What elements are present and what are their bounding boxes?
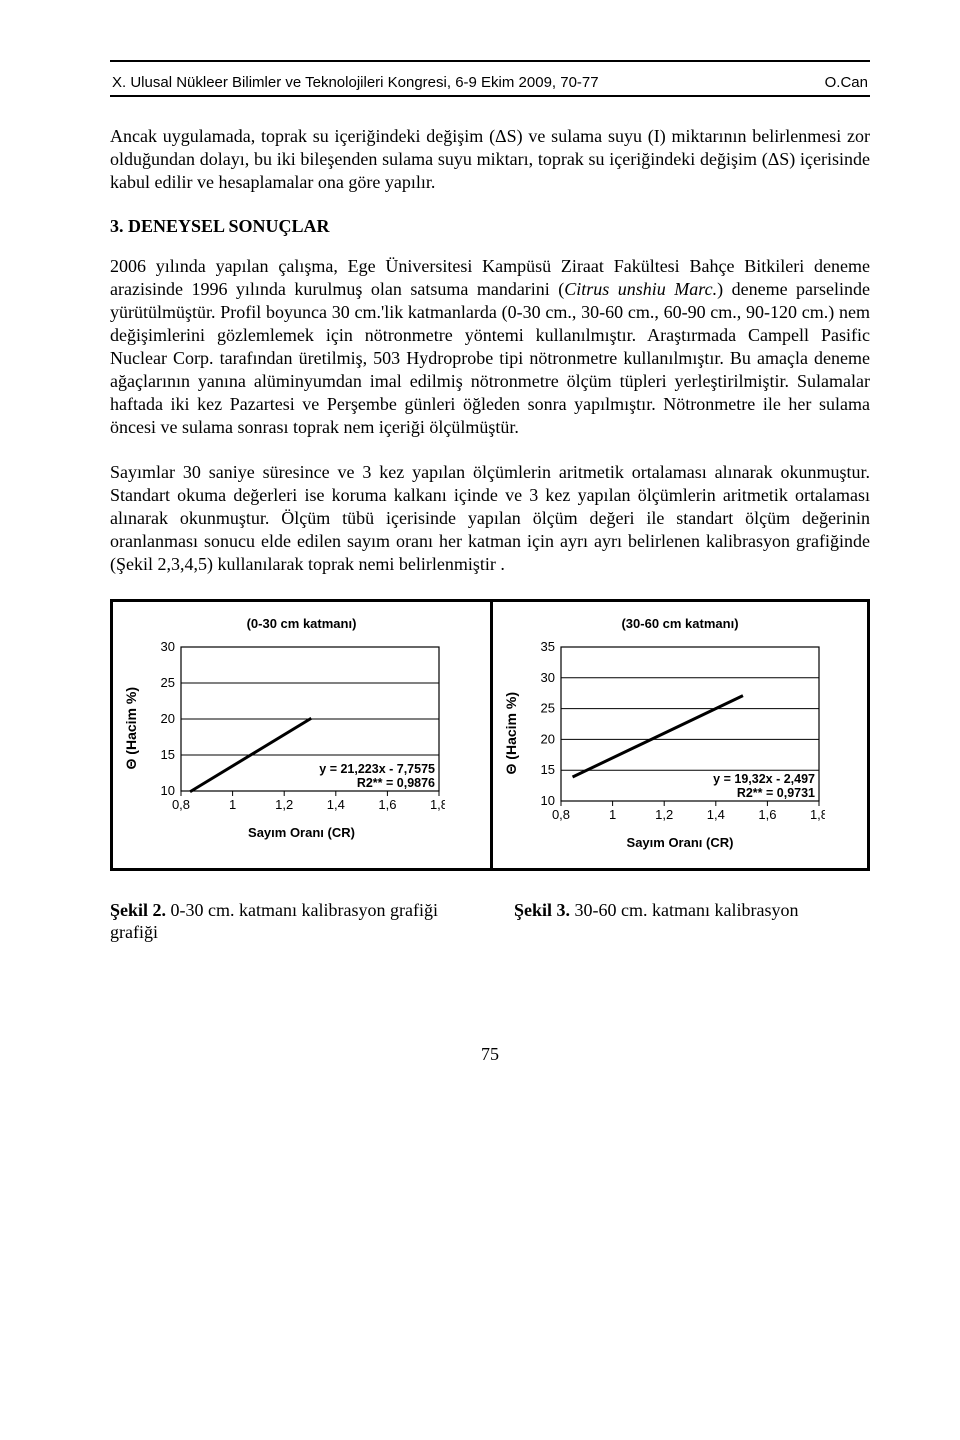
header-right: O.Can (825, 74, 868, 91)
chart1-svg: 10 15 20 25 30 0,8 1 1,2 1,4 1,6 1,8 y = 21,223x - … (145, 639, 445, 819)
page: X. Ulusal Nükleer Bilimler ve Teknolojil… (0, 0, 960, 1105)
svg-text:y = 19,32x - 2,497: y = 19,32x - 2,497 (713, 772, 815, 786)
svg-text:25: 25 (161, 675, 175, 690)
chart1-ylabel: Θ (Hacim %) (123, 687, 139, 769)
caption-left: Şekil 2. 0-30 cm. katmanı kalibrasyon gr… (110, 899, 466, 944)
chart2-xlabel: Sayım Oranı (CR) (503, 835, 857, 850)
svg-text:0,8: 0,8 (552, 807, 570, 822)
svg-text:1,2: 1,2 (655, 807, 673, 822)
caption-right: Şekil 3. 30-60 cm. katmanı kalibrasyon (514, 899, 870, 944)
caption2-rest: 30-60 cm. katmanı kalibrasyon (570, 900, 798, 920)
svg-text:30: 30 (541, 669, 555, 684)
svg-text:20: 20 (541, 731, 555, 746)
body-paragraph-1: 2006 yılında yapılan çalışma, Ege Üniver… (110, 255, 870, 439)
svg-text:R2** = 0,9876: R2** = 0,9876 (357, 776, 435, 790)
svg-text:R2** = 0,9731: R2** = 0,9731 (737, 786, 815, 800)
svg-text:20: 20 (161, 711, 175, 726)
svg-text:10: 10 (541, 793, 555, 808)
chart2-title: (30-60 cm katmanı) (503, 616, 857, 631)
chart1-xlabel: Sayım Oranı (CR) (123, 825, 480, 840)
svg-text:10: 10 (161, 783, 175, 798)
svg-text:1: 1 (609, 807, 616, 822)
svg-text:1,6: 1,6 (758, 807, 776, 822)
caption2-bold: Şekil 3. (514, 900, 570, 920)
svg-text:1,6: 1,6 (378, 797, 396, 812)
svg-text:25: 25 (541, 700, 555, 715)
intro-paragraph: Ancak uygulamada, toprak su içeriğindeki… (110, 125, 870, 194)
chart2-ylabel: Θ (Hacim %) (503, 692, 519, 774)
caption1-bold: Şekil 2. (110, 900, 166, 920)
p1-b: ) deneme parselinde yürütülmüştür. Profi… (110, 279, 870, 437)
rule-under (110, 95, 870, 97)
body-paragraph-2: Sayımlar 30 saniye süresince ve 3 kez ya… (110, 461, 870, 576)
running-header: X. Ulusal Nükleer Bilimler ve Teknolojil… (110, 74, 870, 91)
chart1-title: (0-30 cm katmanı) (123, 616, 480, 631)
chart-left-pane: (0-30 cm katmanı) Θ (Hacim %) 10 15 20 25 30… (113, 602, 490, 868)
p1-italic: Citrus unshiu Marc. (564, 279, 717, 299)
figure-panel: (0-30 cm katmanı) Θ (Hacim %) 10 15 20 25 30… (110, 599, 870, 871)
svg-text:1,8: 1,8 (810, 807, 825, 822)
svg-text:1,4: 1,4 (327, 797, 345, 812)
chart-right-pane: (30-60 cm katmanı) Θ (Hacim %) 10 15 20 25 3… (490, 602, 867, 868)
svg-text:1,4: 1,4 (707, 807, 725, 822)
page-number: 75 (110, 1044, 870, 1065)
svg-text:15: 15 (161, 747, 175, 762)
section-title: 3. DENEYSEL SONUÇLAR (110, 216, 870, 237)
svg-text:1,8: 1,8 (430, 797, 445, 812)
svg-text:1,2: 1,2 (275, 797, 293, 812)
svg-text:y = 21,223x - 7,7575: y = 21,223x - 7,7575 (319, 762, 435, 776)
svg-text:0,8: 0,8 (172, 797, 190, 812)
chart2-svg: 10 15 20 25 30 35 0,8 1 1,2 1,4 1,6 1,8 y = 19,32x -… (525, 639, 825, 829)
svg-text:30: 30 (161, 639, 175, 654)
captions-row: Şekil 2. 0-30 cm. katmanı kalibrasyon gr… (110, 899, 870, 944)
svg-text:15: 15 (541, 762, 555, 777)
svg-text:1: 1 (229, 797, 236, 812)
header-left: X. Ulusal Nükleer Bilimler ve Teknolojil… (112, 74, 599, 91)
svg-text:35: 35 (541, 639, 555, 654)
rule-top (110, 60, 870, 62)
